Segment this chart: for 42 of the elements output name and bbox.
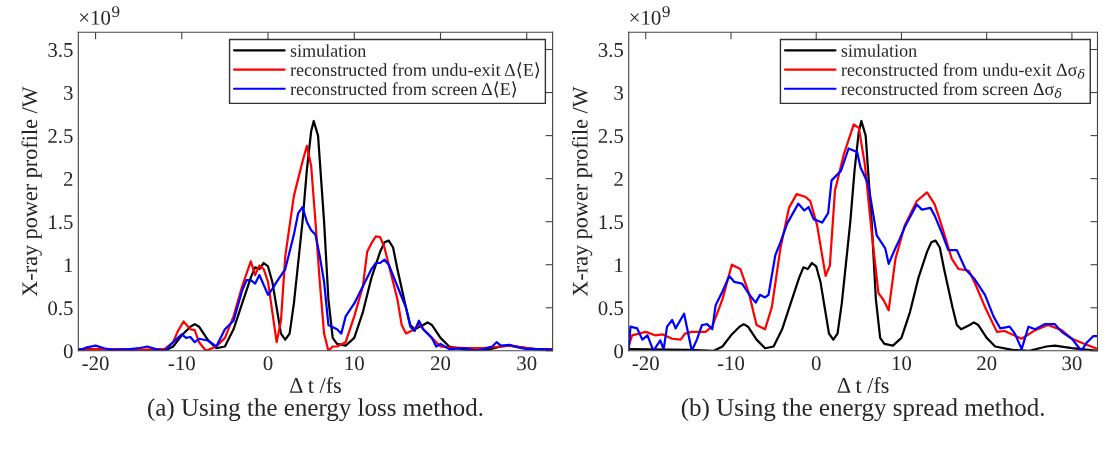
y-tick-label: 3.5 [48,42,73,58]
text: (b) Using the energy spread method. [681,398,1044,422]
x-tick-label: 10 [892,356,912,371]
y-tick-label: 0 [614,344,624,359]
y-tick-label: 1 [615,258,623,272]
x-tick-label: 10 [345,356,364,371]
legend-label: reconstructed from undu-exit Δ⟨E⟩ [290,62,540,79]
x-tick-label: 30 [1062,356,1082,371]
legend-label: reconstructed from screen Δσ$_{δ}$ [841,82,1062,98]
x-tick-label: 20 [977,356,997,371]
y-tick-label: 2.5 [48,129,73,144]
x-tick-label: -20 [632,356,659,371]
y-tick-label: 2 [63,172,73,186]
y-tick-label: 1.5 [49,215,73,230]
x-tick-label: 30 [517,356,537,371]
y-tick-label: 0 [63,344,73,359]
y-tick-label: 3.5 [598,42,624,58]
x-tick-label: 20 [431,356,451,371]
y-tick-label: 3 [64,85,73,100]
y-tick-label: 0.5 [48,301,73,316]
x-axis-title: Δ t /fs [837,377,889,393]
y-axis-title: X-ray power profile /W [21,86,42,297]
x-tick-label: -20 [82,356,109,371]
legend-label: reconstructed from undu-exit Δσ$_{δ}$ [841,63,1085,79]
text: (a) Using the energy loss method. [148,398,483,422]
text: ×10$^{9}$ [79,6,120,25]
legend-label: simulation [841,44,917,57]
x-tick-label: 0 [263,356,273,371]
y-tick-label: 2.5 [598,129,624,144]
y-tick-label: 1.5 [599,215,624,230]
text: ×10$^{9}$ [630,6,670,25]
y-tick-label: 1 [64,258,73,272]
x-axis-title: Δ t /fs [290,377,341,393]
legend-label: simulation [290,44,366,57]
legend-label: reconstructed from screen Δ⟨E⟩ [290,81,517,98]
x-tick-label: 0 [811,356,821,371]
y-tick-label: 3 [614,85,624,100]
y-axis-title: X-ray power profile /W [571,86,593,297]
y-tick-label: 2 [614,172,623,186]
x-tick-label: -10 [168,356,195,371]
x-tick-label: -10 [717,356,745,371]
y-tick-label: 0.5 [598,301,624,316]
